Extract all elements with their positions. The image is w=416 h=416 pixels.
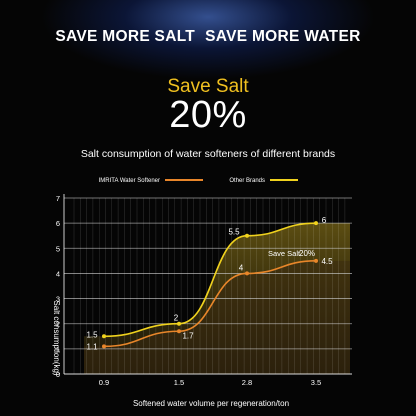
series-layer: 1.5 2 5.5 6 1.1 1.7 4 4.5 xyxy=(86,216,333,351)
y-tick-label: 4 xyxy=(56,269,60,278)
other-brands-data-label: 6 xyxy=(322,216,327,225)
y-tick-label: 6 xyxy=(56,219,60,228)
x-tick-label: 1.5 xyxy=(174,378,184,387)
legend-imrita-label: IMRITA Water Softener xyxy=(99,178,160,184)
other-brands-point xyxy=(314,221,318,226)
annotation-label: Save Salt xyxy=(268,249,301,258)
legend-other-label: Other Brands xyxy=(229,178,265,184)
other-brands-line xyxy=(103,222,317,338)
imrita-point xyxy=(102,344,106,349)
other-brands-point xyxy=(245,233,249,238)
top-glow xyxy=(40,0,376,80)
imrita-data-label: 4.5 xyxy=(321,257,333,266)
save-salt-label: Save Salt xyxy=(167,76,249,97)
headline-salt: SAVE MORE SALT xyxy=(55,28,196,45)
other-brands-point xyxy=(102,334,106,339)
annotation-value: 20% xyxy=(299,249,315,258)
imrita-data-label: 1.1 xyxy=(86,342,98,351)
axis-layer: 0 1 2 3 4 5 6 7 0.9 1.5 2.8 3.5 xyxy=(56,194,352,387)
imrita-point xyxy=(245,271,249,276)
y-tick-label: 0 xyxy=(56,370,60,379)
chart-title: Salt consumption of water softeners of d… xyxy=(80,148,336,160)
other-brands-data-label: 2 xyxy=(174,314,179,323)
save-salt-annotation: Save Salt 20% xyxy=(268,249,315,258)
y-tick-label: 2 xyxy=(56,320,60,329)
y-tick-label: 1 xyxy=(56,345,60,354)
imrita-point xyxy=(177,329,181,334)
y-tick-label: 3 xyxy=(56,295,60,304)
imrita-line xyxy=(103,260,317,348)
other-brands-data-label: 5.5 xyxy=(228,228,240,237)
y-tick-label: 5 xyxy=(56,244,60,253)
imrita-area xyxy=(84,260,350,374)
imrita-data-label: 1.7 xyxy=(182,331,194,340)
x-tick-label: 3.5 xyxy=(311,378,321,387)
other-brands-data-label: 1.5 xyxy=(86,330,98,339)
y-axis-title: Salt consumption(kg) xyxy=(52,300,61,375)
x-axis-title: Softened water volume per regeneration/t… xyxy=(133,399,289,408)
other-brands-point xyxy=(177,321,181,326)
imrita-point xyxy=(314,258,318,263)
y-tick-label: 7 xyxy=(56,194,60,203)
x-tick-label: 2.8 xyxy=(242,378,252,387)
save-percent: 20% xyxy=(169,94,247,136)
headline-water: SAVE MORE WATER xyxy=(205,28,361,45)
legend: IMRITA Water Softener Other Brands xyxy=(99,178,298,184)
headline: SAVE MORE SALT SAVE MORE WATER xyxy=(0,28,416,46)
imrita-data-label: 4 xyxy=(239,263,244,272)
x-tick-label: 0.9 xyxy=(99,378,109,387)
